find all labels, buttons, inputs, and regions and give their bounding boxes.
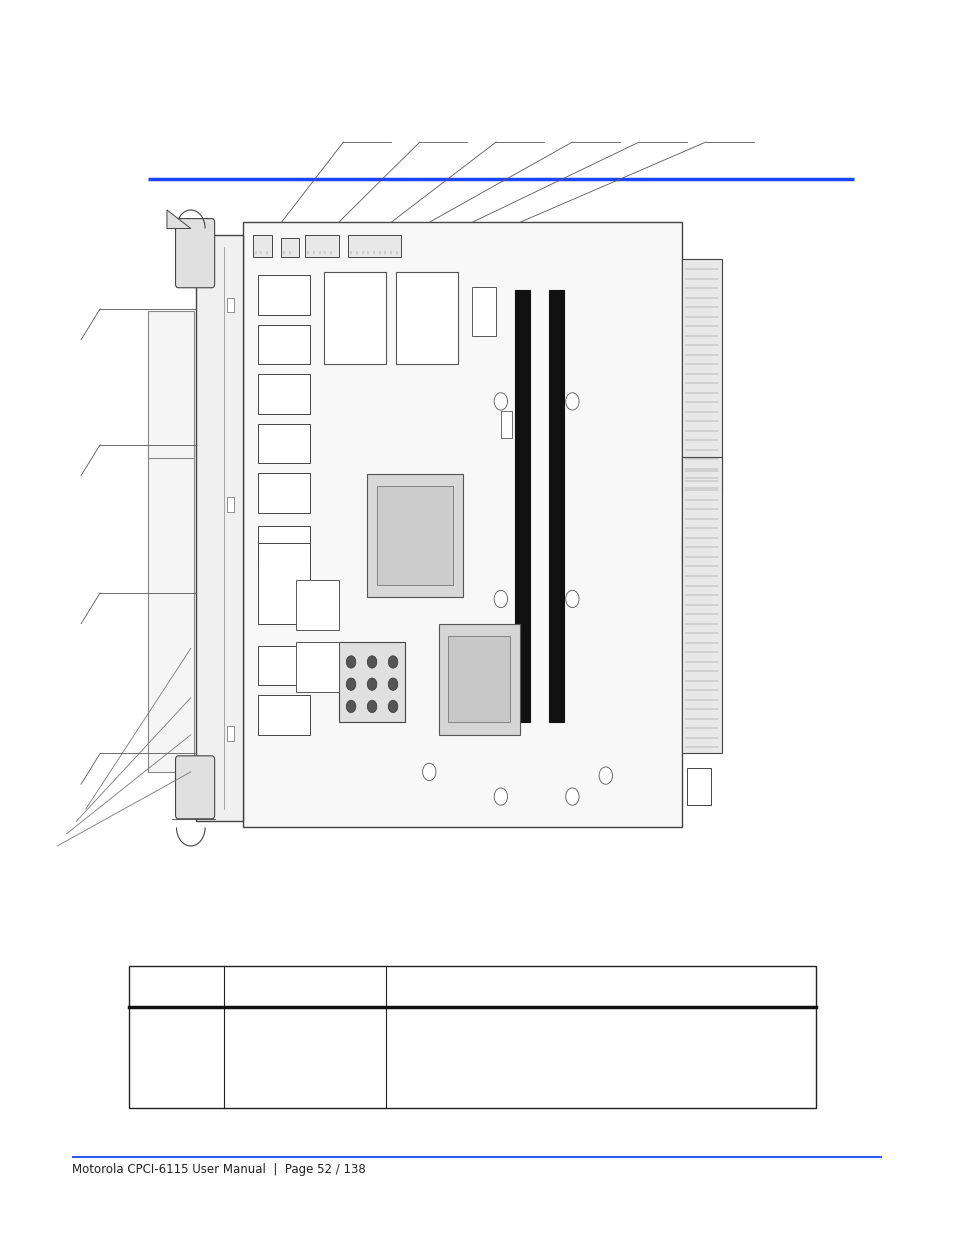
Bar — [324, 272, 386, 364]
Circle shape — [598, 767, 612, 784]
Bar — [148, 311, 193, 458]
Bar — [548, 290, 563, 722]
Bar — [376, 487, 453, 585]
Bar — [257, 275, 310, 315]
Bar — [195, 235, 243, 821]
Circle shape — [494, 590, 507, 608]
Circle shape — [388, 700, 397, 713]
Circle shape — [346, 656, 355, 668]
Circle shape — [367, 656, 376, 668]
Bar — [257, 374, 310, 414]
Bar — [148, 450, 193, 772]
Circle shape — [565, 788, 578, 805]
Bar — [226, 496, 233, 513]
Bar — [686, 768, 710, 805]
Polygon shape — [167, 210, 191, 228]
Bar — [281, 238, 298, 257]
Bar — [681, 457, 721, 753]
Bar — [295, 580, 338, 630]
Bar — [257, 526, 310, 566]
Bar — [226, 298, 233, 312]
FancyBboxPatch shape — [175, 219, 214, 288]
Bar — [305, 235, 338, 257]
Circle shape — [565, 590, 578, 608]
Bar — [257, 424, 310, 463]
Circle shape — [367, 678, 376, 690]
Bar — [348, 235, 400, 257]
Circle shape — [565, 393, 578, 410]
Bar — [500, 411, 512, 438]
Circle shape — [388, 656, 397, 668]
Bar — [253, 235, 272, 257]
Bar — [295, 642, 338, 692]
Circle shape — [346, 700, 355, 713]
Bar — [243, 222, 681, 827]
Bar — [257, 695, 310, 735]
Bar — [681, 519, 708, 562]
Bar — [226, 726, 233, 741]
Bar — [129, 966, 815, 1108]
Circle shape — [494, 393, 507, 410]
Bar — [395, 272, 457, 364]
Bar — [448, 636, 510, 722]
Bar — [257, 543, 310, 624]
Text: Motorola CPCI-6115 User Manual  |  Page 52 / 138: Motorola CPCI-6115 User Manual | Page 52… — [71, 1163, 365, 1176]
Bar — [681, 259, 721, 494]
Bar — [515, 290, 530, 722]
Circle shape — [422, 763, 436, 781]
Bar — [257, 325, 310, 364]
FancyBboxPatch shape — [175, 756, 214, 819]
Bar — [472, 287, 496, 336]
Circle shape — [388, 678, 397, 690]
Circle shape — [346, 678, 355, 690]
Circle shape — [367, 700, 376, 713]
Bar — [257, 646, 310, 685]
Circle shape — [494, 788, 507, 805]
Bar — [338, 642, 405, 722]
Bar — [438, 624, 519, 735]
Bar — [367, 474, 462, 598]
Bar — [257, 473, 310, 513]
